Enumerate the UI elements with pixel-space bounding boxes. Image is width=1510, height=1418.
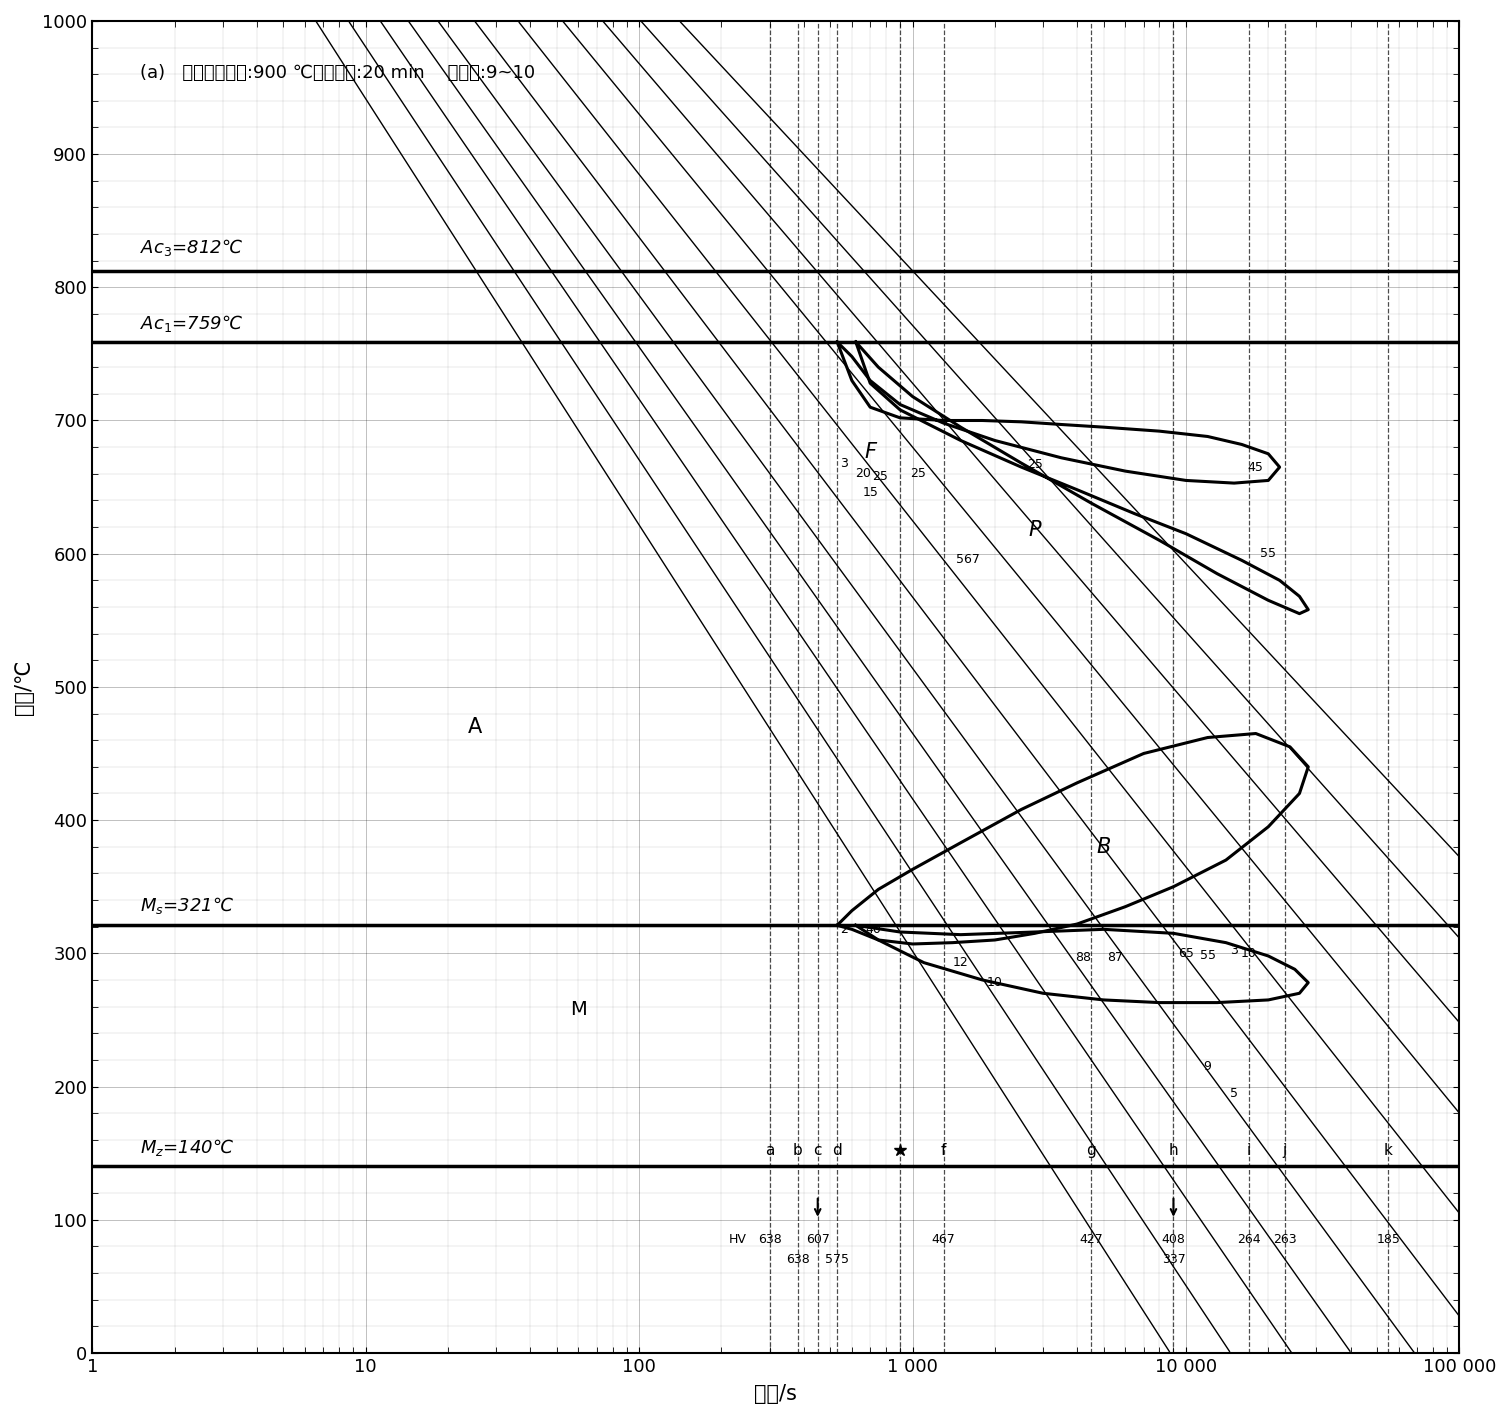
Text: 467: 467 [932,1234,956,1246]
Text: 264: 264 [1237,1234,1261,1246]
Text: $Ac_3$=812℃: $Ac_3$=812℃ [140,237,243,258]
Text: $M_s$=321℃: $M_s$=321℃ [140,895,234,916]
Text: 15: 15 [862,486,879,499]
Text: $Ac_1$=759℃: $Ac_1$=759℃ [140,312,243,333]
Text: d: d [832,1143,843,1159]
Text: 87: 87 [1107,951,1123,964]
Text: 337: 337 [1161,1254,1185,1266]
Text: A: A [467,718,482,737]
Text: 45: 45 [1247,461,1264,474]
Text: 638: 638 [785,1254,809,1266]
Text: c: c [814,1143,821,1159]
Text: 263: 263 [1273,1234,1297,1246]
Text: a: a [766,1143,775,1159]
Y-axis label: 温度/℃: 温度/℃ [14,659,33,715]
Text: 575: 575 [824,1254,849,1266]
Text: 185: 185 [1377,1234,1400,1246]
X-axis label: 时间/s: 时间/s [755,1384,797,1404]
Text: 427: 427 [1080,1234,1102,1246]
Text: 12: 12 [953,956,968,968]
Text: 10: 10 [1241,947,1256,960]
Text: (a)   奥氏体化温度:900 ℃保温时间:20 min    晶粒度:9~10: (a) 奥氏体化温度:900 ℃保温时间:20 min 晶粒度:9~10 [140,64,536,81]
Text: 10: 10 [988,976,1003,990]
Text: 25: 25 [871,469,888,484]
Text: 607: 607 [806,1234,829,1246]
Text: HV: HV [729,1234,747,1246]
Text: h: h [1169,1143,1178,1159]
Text: P: P [1028,520,1040,540]
Text: 55: 55 [1199,950,1216,963]
Text: 9: 9 [1203,1061,1211,1073]
Text: $M_z$=140℃: $M_z$=140℃ [140,1137,234,1159]
Text: 408: 408 [1161,1234,1185,1246]
Text: 65: 65 [1178,947,1194,960]
Text: 20: 20 [855,468,871,481]
Text: k: k [1385,1143,1392,1159]
Text: 638: 638 [758,1234,782,1246]
Text: 3: 3 [1231,944,1238,957]
Text: B: B [1096,837,1111,856]
Text: F: F [864,442,876,462]
Text: 25: 25 [911,468,926,481]
Text: 88: 88 [1075,951,1090,964]
Text: f: f [941,1143,947,1159]
Text: M: M [571,1000,587,1018]
Text: 2: 2 [840,923,847,936]
Text: i: i [1247,1143,1252,1159]
Text: 5: 5 [1231,1086,1238,1100]
Text: g: g [1086,1143,1096,1159]
Text: j: j [1284,1143,1287,1159]
Text: b: b [793,1143,802,1159]
Text: 40: 40 [865,923,882,936]
Text: 55: 55 [1261,547,1276,560]
Text: 3: 3 [840,457,847,469]
Text: 567: 567 [956,553,980,566]
Text: 25: 25 [1027,458,1043,471]
